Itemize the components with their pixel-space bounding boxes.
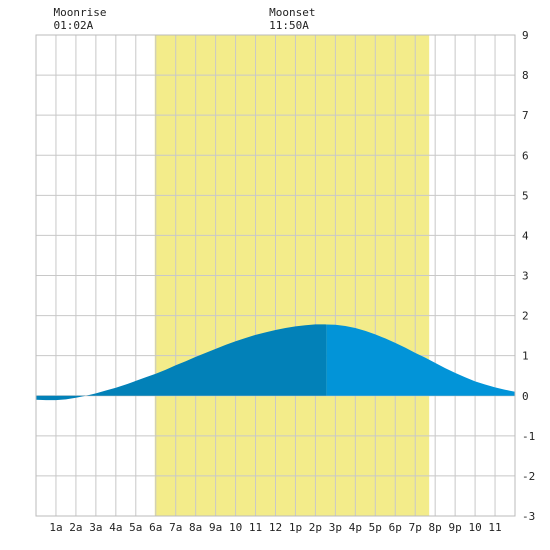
y-tick-label: -2 <box>522 470 535 483</box>
tide-area-rising <box>36 324 327 401</box>
tide-area <box>36 324 515 401</box>
x-tick-label: 9p <box>449 521 462 534</box>
y-tick-label: 9 <box>522 29 529 42</box>
y-tick-label: 2 <box>522 310 529 323</box>
tide-area-falling <box>326 324 515 396</box>
x-tick-label: 8p <box>429 521 442 534</box>
x-tick-label: 3p <box>329 521 342 534</box>
moon-event-time: 01:02A <box>54 19 94 32</box>
x-tick-label: 6p <box>389 521 402 534</box>
grid <box>36 34 515 517</box>
y-tick-label: -3 <box>522 510 535 523</box>
x-tick-label: 11 <box>249 521 262 534</box>
x-tick-label: 11 <box>488 521 501 534</box>
x-tick-label: 7p <box>409 521 422 534</box>
x-tick-label: 3a <box>89 521 102 534</box>
x-tick-label: 1a <box>49 521 62 534</box>
x-tick-label: 9a <box>209 521 222 534</box>
x-tick-label: 10 <box>468 521 481 534</box>
plot-border <box>35 34 516 517</box>
y-tick-label: 4 <box>522 229 529 242</box>
x-tick-label: 7a <box>169 521 182 534</box>
x-tick-label: 4p <box>349 521 362 534</box>
moon-event-label: Moonrise <box>54 6 107 19</box>
moon-event-label: Moonset <box>269 6 315 19</box>
x-tick-label: 2p <box>309 521 322 534</box>
y-tick-label: 8 <box>522 69 529 82</box>
y-tick-label: 5 <box>522 189 529 202</box>
y-tick-label: 6 <box>522 149 529 162</box>
x-axis-ticks: 1a 2a 3a 4a 5a 6a 7a 8a 9a 10 11 12 1p 2p 3p 4p 5p 6p 7p 8p… <box>49 521 501 534</box>
y-tick-label: 3 <box>522 270 529 283</box>
x-tick-label: 6a <box>149 521 162 534</box>
x-tick-label: 12 <box>269 521 282 534</box>
moon-event-time: 11:50A <box>269 19 309 32</box>
y-axis-ticks: -3 -2 -1 0 1 2 3 4 5 6 7 8 9 <box>522 29 535 523</box>
x-tick-label: 5a <box>129 521 142 534</box>
x-tick-label: 4a <box>109 521 122 534</box>
y-tick-label: 7 <box>522 109 529 122</box>
y-tick-label: 1 <box>522 350 529 363</box>
x-tick-label: 10 <box>229 521 242 534</box>
x-tick-label: 8a <box>189 521 202 534</box>
y-tick-label: -1 <box>522 430 535 443</box>
x-tick-label: 2a <box>69 521 82 534</box>
x-tick-label: 1p <box>289 521 302 534</box>
y-tick-label: 0 <box>522 390 529 403</box>
x-tick-label: 5p <box>369 521 382 534</box>
